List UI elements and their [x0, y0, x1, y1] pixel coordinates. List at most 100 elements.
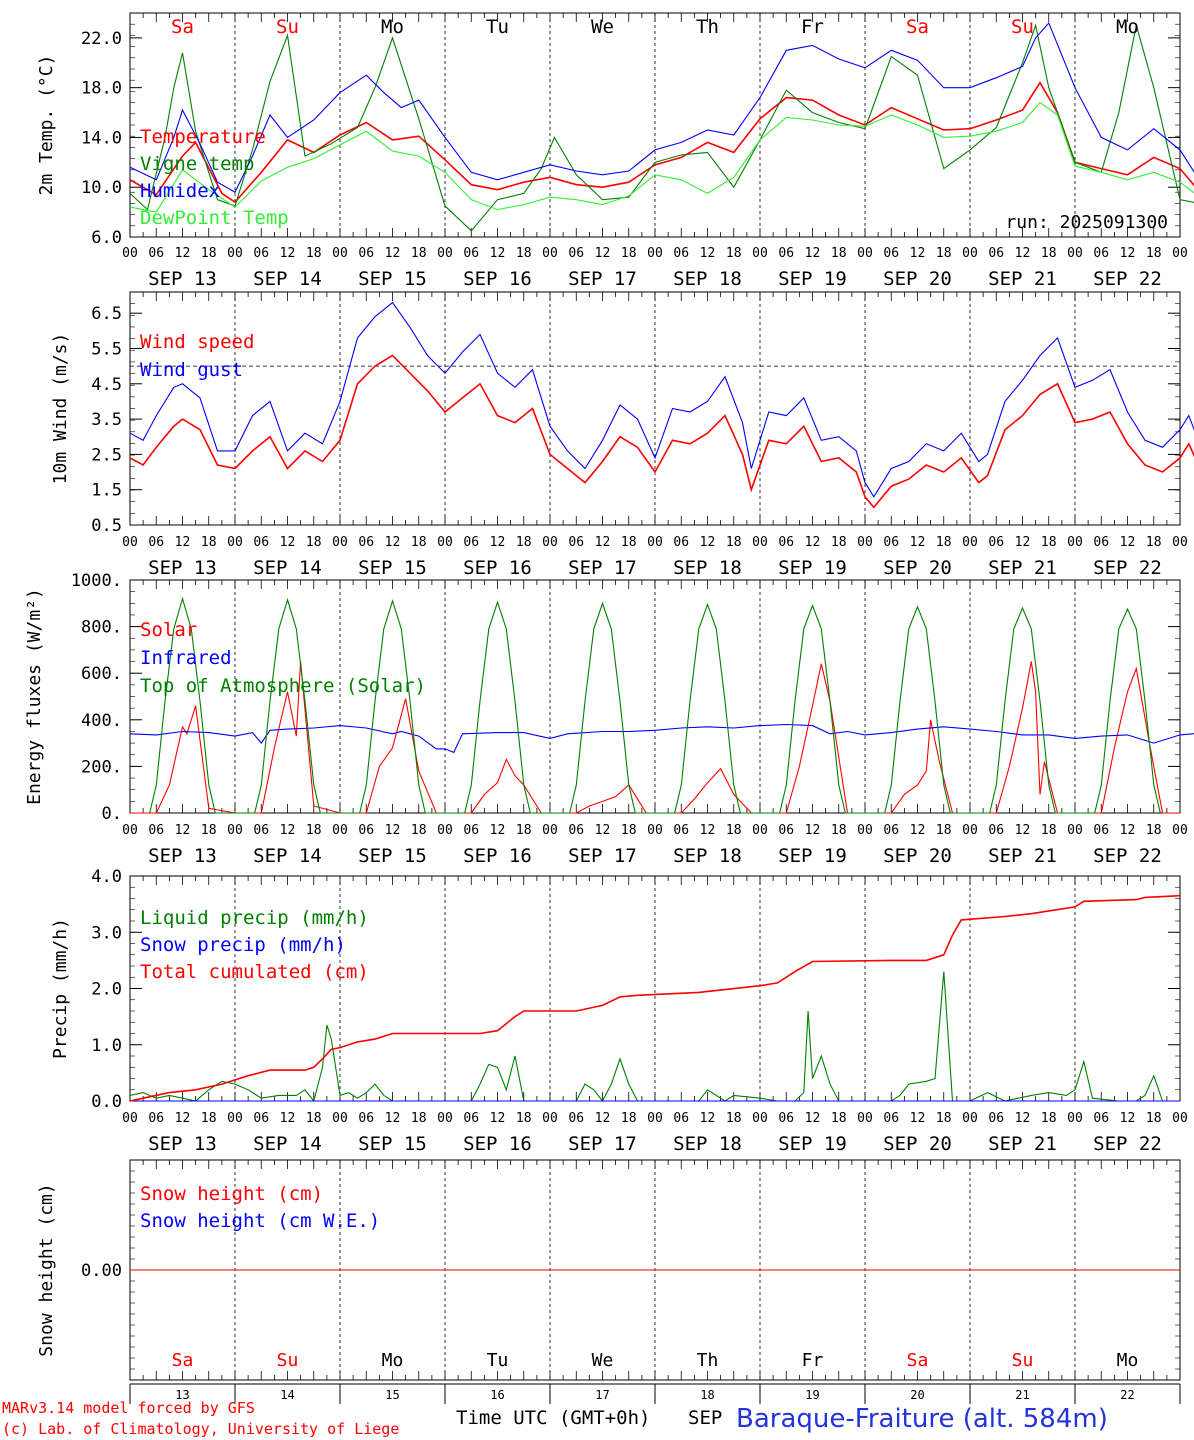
hour-tick-label: 12	[595, 823, 611, 838]
series-wind-speed	[129, 354, 1194, 509]
hour-tick-label: 00	[857, 1111, 873, 1126]
date-label: SEP 18	[673, 845, 742, 867]
weekday-label: Th	[696, 16, 719, 38]
date-label: SEP 20	[883, 268, 952, 290]
hour-tick-label: 18	[411, 823, 427, 838]
date-label: SEP 14	[253, 845, 322, 867]
hour-tick-label: 00	[1067, 1111, 1083, 1126]
hour-tick-label: 12	[700, 1111, 716, 1126]
series-temperature	[129, 81, 1194, 204]
hour-tick-label: 00	[227, 1111, 243, 1126]
y-tick-label: 6.5	[91, 304, 122, 324]
hour-tick-label: 06	[148, 823, 164, 838]
hour-tick-label: 12	[280, 823, 296, 838]
hour-tick-label: 06	[463, 246, 479, 261]
date-label: SEP 19	[778, 1133, 847, 1155]
weekday-label: Fr	[801, 16, 824, 38]
hour-tick-label: 06	[148, 246, 164, 261]
hour-tick-label: 06	[673, 535, 689, 550]
hour-tick-label: 00	[1067, 823, 1083, 838]
hour-tick-label: 06	[253, 535, 269, 550]
hour-tick-label: 18	[1041, 246, 1057, 261]
date-label: SEP 21	[988, 268, 1057, 290]
date-label: SEP 22	[1093, 557, 1162, 579]
hour-tick-label: 00	[122, 823, 138, 838]
hour-tick-label: 06	[148, 535, 164, 550]
y-tick-label: 1000.	[71, 571, 122, 591]
hour-tick-label: 06	[568, 823, 584, 838]
series-total-cumulated-cm	[129, 894, 1181, 1102]
date-label: SEP 13	[148, 268, 217, 290]
hour-tick-label: 12	[805, 246, 821, 261]
hour-tick-label: 06	[253, 1111, 269, 1126]
hour-tick-label: 06	[778, 823, 794, 838]
hour-tick-label: 00	[962, 823, 978, 838]
y-tick-label: 600.	[81, 664, 122, 684]
hour-tick-label: 12	[1015, 1111, 1031, 1126]
hour-tick-label: 18	[411, 1111, 427, 1126]
hour-tick-label: 00	[542, 823, 558, 838]
day-number-label: 16	[490, 1388, 504, 1402]
hour-tick-label: 18	[1041, 535, 1057, 550]
legend-entry: DewPoint Temp	[140, 207, 289, 229]
hour-tick-label: 00	[857, 823, 873, 838]
hour-tick-label: 18	[306, 535, 322, 550]
date-label: SEP 19	[778, 845, 847, 867]
y-tick-label: 5.5	[91, 339, 122, 359]
hour-tick-label: 12	[1015, 823, 1031, 838]
legend-entry: Vigne temp	[140, 153, 254, 175]
hour-tick-label: 00	[542, 1111, 558, 1126]
hour-tick-label: 18	[621, 535, 637, 550]
hour-tick-label: 00	[437, 246, 453, 261]
hour-tick-label: 12	[595, 246, 611, 261]
plot-frame	[129, 12, 1181, 238]
hour-tick-label: 12	[1120, 535, 1136, 550]
hour-tick-label: 12	[490, 246, 506, 261]
legend-entry: Total cumulated (cm)	[140, 961, 369, 983]
weekday-label: We	[592, 1350, 614, 1371]
legend-entry: Snow height (cm)	[140, 1183, 323, 1205]
date-label: SEP 15	[358, 268, 427, 290]
weekday-label: Sa	[171, 16, 194, 38]
hour-tick-label: 00	[962, 535, 978, 550]
y-tick-label: 400.	[81, 711, 122, 731]
date-label: SEP 20	[883, 557, 952, 579]
hour-tick-label: 12	[910, 246, 926, 261]
hour-tick-label: 06	[358, 823, 374, 838]
series-vigne-temp	[129, 23, 1194, 232]
hour-tick-label: 06	[358, 535, 374, 550]
date-label: SEP 18	[673, 557, 742, 579]
hour-tick-label: 12	[910, 1111, 926, 1126]
hour-tick-label: 18	[1146, 535, 1162, 550]
hour-tick-label: 06	[883, 535, 899, 550]
day-number-label: 15	[385, 1388, 399, 1402]
series-liquid-precip-mm-h	[129, 971, 1180, 1103]
hour-tick-label: 18	[621, 246, 637, 261]
y-tick-label: 3.0	[91, 923, 122, 943]
date-label: SEP 19	[778, 268, 847, 290]
hour-tick-label: 18	[516, 1111, 532, 1126]
weekday-label: We	[591, 16, 614, 38]
series-infrared	[129, 723, 1194, 754]
hour-tick-label: 12	[490, 1111, 506, 1126]
date-label: SEP 21	[988, 845, 1057, 867]
date-label: SEP 22	[1093, 1133, 1162, 1155]
legend-entry: Snow precip (mm/h)	[140, 934, 346, 956]
hour-tick-label: 00	[752, 535, 768, 550]
hour-tick-label: 12	[385, 535, 401, 550]
hour-tick-label: 00	[752, 1111, 768, 1126]
y-tick-label: 2.0	[91, 980, 122, 1000]
hour-tick-label: 00	[332, 535, 348, 550]
series-top-of-atmosphere-solar	[149, 596, 1161, 814]
panel-2: 6.5 5.5 4.5 3.5 2.5 1.5 0.5 10m Wind (m/s) Wind …	[50, 291, 1194, 579]
hour-tick-label: 06	[1093, 246, 1109, 261]
hour-tick-label: 00	[857, 246, 873, 261]
hour-tick-label: 00	[122, 535, 138, 550]
hour-tick-label: 06	[1093, 1111, 1109, 1126]
weekday-label: Su	[1011, 16, 1034, 38]
y-axis-title: Snow height (cm)	[36, 1183, 57, 1356]
date-label: SEP 16	[463, 1133, 532, 1155]
hour-tick-label: 18	[831, 535, 847, 550]
hour-tick-label: 12	[700, 246, 716, 261]
credit-line-1: MARv3.14 model forced by GFS	[2, 1399, 255, 1417]
